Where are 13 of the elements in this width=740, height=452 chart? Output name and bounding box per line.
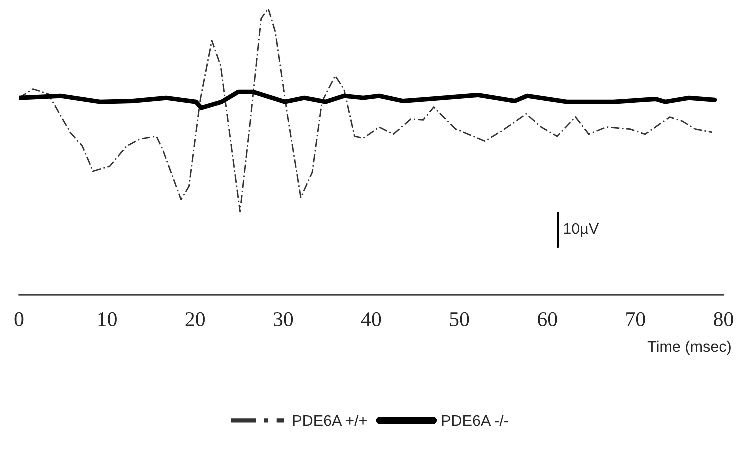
x-tick-label: 50 <box>450 312 470 326</box>
legend-label: PDE6A -/- <box>442 414 508 426</box>
x-tick-label: 40 <box>361 312 382 326</box>
x-tick-label: 10 <box>98 312 117 326</box>
x-tick-label: 60 <box>538 312 558 326</box>
legend-label: PDE6A +/+ <box>293 414 367 426</box>
x-tick-label: 20 <box>186 312 205 326</box>
x-tick-label: 30 <box>274 312 294 326</box>
x-tick-label: 0 <box>14 312 24 326</box>
x-tick-label: 80 <box>714 312 734 326</box>
annotation: 10µV <box>564 223 600 238</box>
x-tick-label: 70 <box>626 312 646 326</box>
x-axis-title: Time (msec) <box>648 340 731 356</box>
